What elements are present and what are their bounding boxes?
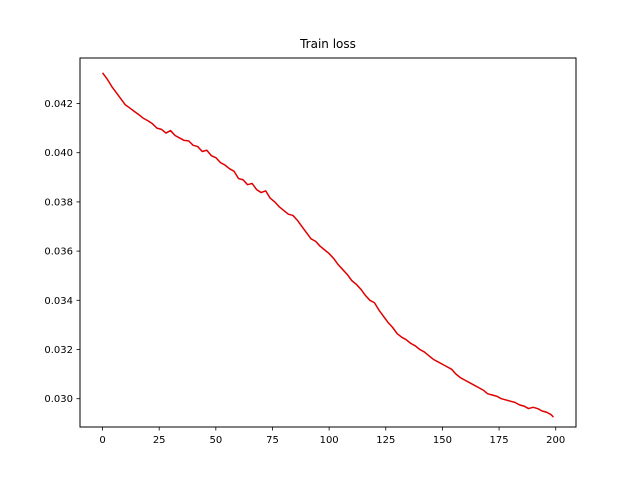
y-tick-label: 0.040: [44, 148, 73, 159]
series-line-0: [101, 72, 555, 418]
x-tick-label: 25: [153, 435, 166, 446]
x-tick-label: 175: [490, 435, 509, 446]
y-tick-label: 0.030: [44, 394, 73, 405]
y-tick-label: 0.032: [44, 345, 73, 356]
x-tick-label: 50: [209, 435, 222, 446]
y-tick-label: 0.036: [44, 247, 73, 258]
x-tick-label: 125: [376, 435, 395, 446]
y-tick-label: 0.034: [44, 296, 73, 307]
axes-frame: [79, 57, 577, 428]
y-tick-label: 0.042: [44, 99, 73, 110]
x-tick-label: 150: [433, 435, 452, 446]
plot-layer: 0 25 50 75 100 125 150 175 200 0.030 0.032 0.034 0.0…: [44, 72, 565, 446]
x-tick-label: 0: [99, 435, 105, 446]
x-tick-label: 75: [266, 435, 279, 446]
chart-title: Train loss: [299, 37, 356, 51]
x-tick-label: 200: [546, 435, 565, 446]
y-tick-label: 0.038: [44, 197, 73, 208]
x-tick-label: 100: [320, 435, 339, 446]
